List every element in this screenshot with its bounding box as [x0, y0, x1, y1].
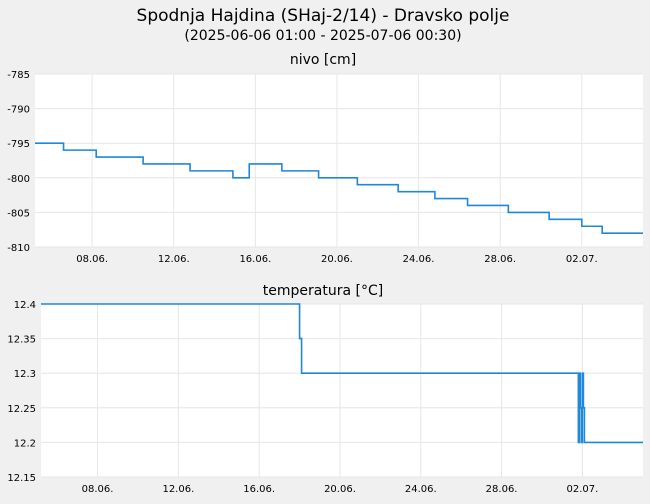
x-tick-label: 08.06. — [82, 484, 114, 495]
x-tick-label: 16.06. — [243, 484, 275, 495]
x-tick-label: 08.06. — [76, 254, 108, 265]
y-tick-label: 12.35 — [7, 335, 36, 346]
plot-area — [35, 74, 643, 247]
x-tick-label: 24.06. — [405, 484, 437, 495]
x-tick-label: 12.06. — [162, 484, 194, 495]
panel-title: nivo [cm] — [290, 52, 356, 68]
chart-panel-2: temperatura [°C] 12.4 12.35 12.3 12.25 12.2 12… — [7, 283, 643, 495]
x-tick-label: 24.06. — [403, 254, 435, 265]
y-tick-label: 12.4 — [14, 300, 36, 311]
x-tick-label: 12.06. — [158, 254, 190, 265]
chart-title: Spodnja Hajdina (SHaj-2/14) - Dravsko po… — [137, 6, 510, 26]
y-tick-label: -810 — [7, 243, 30, 254]
x-tick-label: 28.06. — [486, 484, 518, 495]
y-tick-label: 12.2 — [14, 438, 36, 449]
x-tick-label: 28.06. — [484, 254, 516, 265]
y-tick-label: 12.15 — [7, 473, 36, 484]
y-tick-label: -805 — [7, 208, 30, 219]
series-line-1 — [41, 303, 643, 444]
y-tick-label: -800 — [7, 174, 30, 185]
y-tick-label: -795 — [7, 139, 30, 150]
x-tick-label: 16.06. — [239, 254, 271, 265]
y-tick-label: 12.3 — [14, 369, 36, 380]
y-tick-label: -785 — [7, 70, 30, 81]
chart-panel-1: nivo [cm] -785 -790 -795 -800 -805 -810 08.06. 1… — [7, 52, 643, 265]
chart-panels: nivo [cm] -785 -790 -795 -800 -805 -810 08.06. 1… — [7, 52, 643, 495]
plot-area — [41, 304, 643, 477]
x-tick-label: 02.07. — [566, 484, 598, 495]
series-line-1 — [35, 142, 643, 234]
x-tick-label: 02.07. — [566, 254, 598, 265]
y-tick-label: 12.25 — [7, 404, 36, 415]
y-tick-label: -790 — [7, 105, 30, 116]
chart-subtitle: (2025-06-06 01:00 - 2025-07-06 00:30) — [184, 28, 461, 44]
x-tick-label: 20.06. — [321, 254, 353, 265]
x-tick-label: 20.06. — [324, 484, 356, 495]
panel-title: temperatura [°C] — [263, 283, 383, 299]
